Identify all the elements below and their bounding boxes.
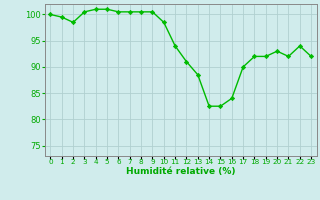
X-axis label: Humidité relative (%): Humidité relative (%) xyxy=(126,167,236,176)
